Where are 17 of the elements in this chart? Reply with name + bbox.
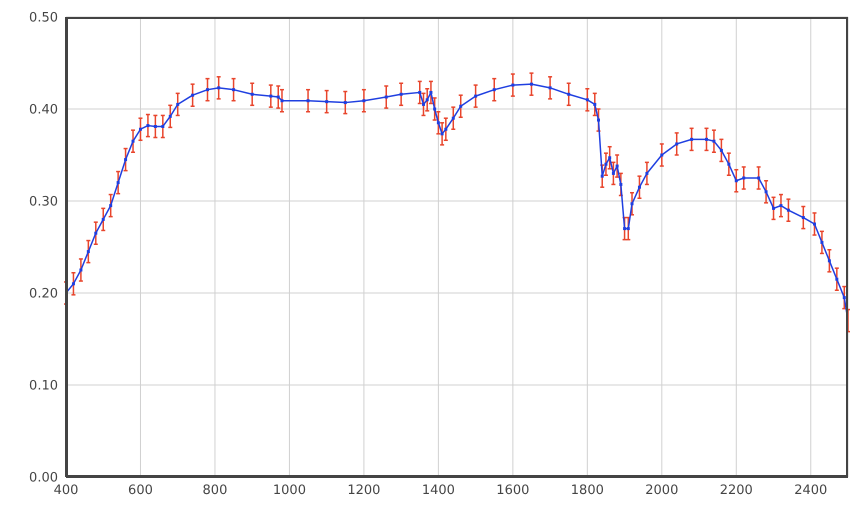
x-tick-label: 1400 — [422, 483, 455, 498]
x-tick-label: 1600 — [496, 483, 530, 498]
y-tick-label: 0.30 — [29, 194, 58, 210]
x-tick-label: 2000 — [645, 483, 678, 498]
y-tick-label: 0.50 — [29, 10, 58, 26]
x-tick-label: 800 — [202, 483, 228, 498]
x-tick-label: 1800 — [570, 483, 604, 498]
x-tick-label: 600 — [128, 483, 153, 498]
y-tick-label: 0.20 — [29, 286, 58, 302]
x-tick-label: 2200 — [720, 483, 753, 498]
x-tick-label: 400 — [54, 483, 78, 498]
y-tick-label: 0.40 — [29, 102, 58, 118]
y-tick-label: 0.10 — [29, 378, 58, 394]
x-tick-label: 1200 — [347, 483, 380, 498]
y-tick-label: 0.00 — [29, 470, 58, 486]
x-tick-label: 2400 — [794, 483, 828, 498]
x-tick-label: 1000 — [272, 483, 306, 498]
